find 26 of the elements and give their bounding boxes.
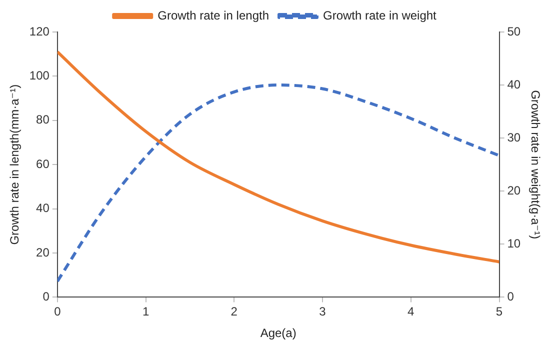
x-tick-label: 2: [230, 304, 238, 319]
y2-tick-label: 50: [507, 24, 521, 38]
x-tick-label: 4: [408, 304, 415, 319]
y-tick-label: 80: [36, 112, 50, 127]
x-tick-label: 0: [54, 304, 62, 319]
y-tick-label: 40: [36, 201, 50, 216]
y2-tick-label: 20: [507, 183, 521, 198]
x-axis-title: Age(a): [260, 326, 296, 340]
y2-tick-label: 10: [507, 236, 521, 250]
y-tick-label: 120: [29, 24, 50, 38]
legend-label: Growth rate in length: [158, 8, 270, 22]
legend-label: Growth rate in weight: [323, 8, 438, 22]
y2-tick-label: 40: [507, 77, 521, 92]
y-axis-title: Growth rate in length(mm·a⁻¹): [8, 84, 22, 245]
x-tick-label: 1: [142, 304, 150, 319]
line-series: [57, 50, 500, 264]
y2-axis-title: Growth rate in weight(g·a⁻¹): [528, 90, 542, 240]
y2-tick-label: 30: [507, 130, 521, 144]
y2-tick-label: 0: [507, 290, 514, 304]
x-tick-label: 3: [319, 304, 326, 319]
line-series: [57, 84, 500, 283]
y-tick-label: 100: [29, 68, 50, 83]
y-tick-label: 20: [36, 245, 50, 260]
x-tick-label: 5: [496, 304, 503, 319]
y-tick-label: 0: [42, 290, 50, 304]
y-tick-label: 60: [36, 156, 50, 171]
